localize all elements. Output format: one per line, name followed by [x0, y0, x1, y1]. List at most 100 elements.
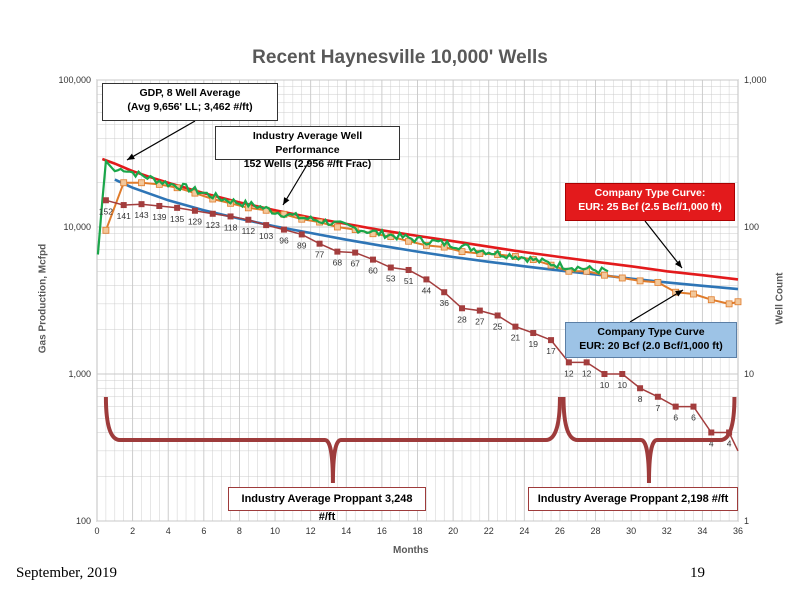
well-count-label: 139: [152, 212, 166, 222]
well-count-point: [512, 323, 519, 330]
y2-tick-label: 10: [744, 369, 754, 379]
proppant-callout-2-text: Industry Average Proppant 2,198 #/ft: [537, 493, 729, 505]
type-curve-25-title: Company Type Curve:: [594, 187, 706, 199]
industry-average-point: [102, 226, 110, 234]
industry-average-point: [618, 274, 626, 282]
well-count-label: 123: [206, 220, 220, 230]
type-curve-25-sub: EUR: 25 Bcf (2.5 Bcf/1,000 ft): [578, 201, 722, 214]
well-count-label: 143: [134, 210, 148, 220]
well-count-point: [138, 201, 145, 208]
well-count-label: 141: [117, 211, 131, 221]
type-curve-20-title: Company Type Curve: [597, 326, 705, 338]
well-count-point: [102, 197, 109, 204]
industry-callout-arrow-head: [283, 197, 290, 205]
proppant-brace-2: [561, 396, 737, 484]
well-count-point: [298, 231, 305, 238]
well-count-point: [530, 330, 537, 337]
well-count-label: 129: [188, 217, 202, 227]
x-tick-label: 2: [130, 526, 135, 536]
well-count-point: [405, 266, 412, 273]
well-count-point: [334, 248, 341, 255]
gdp-callout-sub: (Avg 9,656' LL; 3,462 #/ft): [127, 101, 253, 114]
well-count-point: [227, 213, 234, 220]
well-count-label: 96: [279, 236, 289, 246]
y-tick-label: 100: [76, 516, 91, 526]
well-count-label: 60: [368, 266, 378, 276]
footer-date: September, 2019: [16, 565, 118, 581]
x-tick-label: 36: [733, 526, 743, 536]
x-tick-label: 28: [591, 526, 601, 536]
well-count-label: 6: [673, 413, 678, 423]
x-tick-label: 32: [662, 526, 672, 536]
industry-average-point: [458, 248, 466, 256]
x-tick-label: 22: [484, 526, 494, 536]
y-tick-label: 1,000: [68, 369, 91, 379]
industry-average-point: [654, 278, 662, 286]
well-count-point: [174, 204, 181, 211]
well-count-label: 19: [529, 339, 539, 349]
well-count-label: 12: [564, 368, 574, 378]
x-tick-label: 18: [412, 526, 422, 536]
type-curve-25-callout: Company Type Curve: EUR: 25 Bcf (2.5 Bcf…: [565, 183, 735, 221]
well-count-label: 12: [582, 368, 592, 378]
well-count-point: [690, 403, 697, 410]
x-tick-label: 4: [166, 526, 171, 536]
y2-tick-label: 100: [744, 222, 759, 232]
well-count-point: [601, 371, 608, 377]
well-count-point: [423, 276, 430, 283]
well-count-point: [316, 240, 323, 247]
type-curve-20-sub: EUR: 20 Bcf (2.0 Bcf/1,000 ft): [579, 340, 723, 353]
well-count-label: 27: [475, 317, 485, 327]
well-count-point: [708, 429, 715, 436]
well-count-label: 10: [600, 380, 610, 390]
well-count-point: [583, 359, 590, 366]
well-count-label: 4: [727, 438, 732, 448]
x-tick-label: 24: [519, 526, 529, 536]
x-tick-label: 0: [94, 526, 99, 536]
x-tick-label: 10: [270, 526, 280, 536]
well-count-point: [459, 305, 466, 312]
well-count-point: [156, 202, 163, 209]
well-count-label: 25: [493, 322, 503, 332]
gdp-callout: GDP, 8 Well Average (Avg 9,656' LL; 3,46…: [102, 83, 278, 121]
x-tick-label: 12: [306, 526, 316, 536]
x-tick-label: 14: [341, 526, 351, 536]
well-count-point: [494, 312, 501, 319]
well-count-label: 135: [170, 214, 184, 224]
industry-average-point: [734, 298, 742, 306]
well-count-label: 21: [511, 333, 521, 343]
proppant-callout-1-text: Industry Average Proppant 3,248 #/ft: [241, 493, 413, 523]
well-count-label: 6: [691, 413, 696, 423]
well-count-label: 68: [333, 258, 343, 268]
proppant-brace-1: [103, 396, 562, 484]
well-count-label: 51: [404, 276, 414, 286]
type-curve-20-arrow: [629, 289, 684, 323]
well-count-point: [619, 371, 626, 377]
well-count-label: 112: [242, 226, 256, 236]
industry-average-point: [601, 271, 608, 279]
chart-title: Recent Haynesville 10,000' Wells: [252, 47, 548, 68]
well-count-label: 7: [656, 403, 661, 413]
type-curve-25-arrow: [644, 220, 683, 269]
well-count-point: [387, 264, 394, 271]
well-count-label: 152: [99, 206, 113, 216]
industry-average-point: [333, 223, 341, 231]
well-count-point: [280, 226, 287, 233]
well-count-point: [369, 256, 376, 263]
well-count-label: 4: [709, 438, 714, 448]
gdp-callout-arrow: [126, 120, 196, 161]
y-axis-label: Gas Production, Mcfpd: [37, 243, 49, 354]
industry-callout-sub: 152 Wells (2,956 #/ft Frac): [243, 158, 372, 171]
well-count-label: 67: [350, 259, 360, 269]
well-count-point: [120, 202, 127, 209]
x-tick-label: 16: [377, 526, 387, 536]
footer-page-number: 19: [690, 565, 705, 581]
type-curve-20-callout: Company Type Curve EUR: 20 Bcf (2.0 Bcf/…: [565, 322, 737, 358]
industry-average-point: [690, 290, 697, 298]
x-axis-label: Months: [393, 545, 429, 556]
industry-average-point: [707, 296, 715, 304]
y2-axis-label: Well Count: [774, 272, 786, 325]
well-count-label: 118: [224, 222, 238, 232]
x-tick-label: 20: [448, 526, 458, 536]
